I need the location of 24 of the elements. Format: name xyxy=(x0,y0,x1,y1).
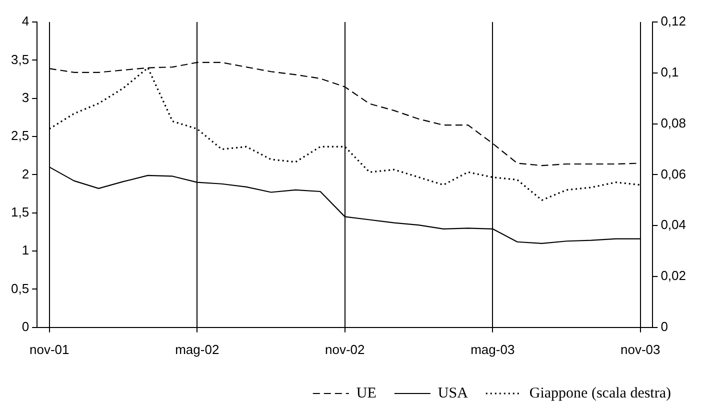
y2-tick-label: 0,04 xyxy=(660,217,686,232)
y-tick-label: 3 xyxy=(22,90,30,105)
y2-tick-label: 0,06 xyxy=(660,166,686,182)
y2-tick-label: 0,1 xyxy=(660,64,679,80)
y2-tick-label: 0 xyxy=(660,318,668,334)
y-tick-label: 2,5 xyxy=(10,128,30,144)
x-tick-label: mag-02 xyxy=(175,342,220,357)
x-tick-label: nov-03 xyxy=(620,342,660,357)
x-tick-label: mag-03 xyxy=(470,342,515,357)
y-tick-label: 2 xyxy=(22,166,30,182)
y2-tick-label: 0,02 xyxy=(660,268,686,284)
legend-label: USA xyxy=(438,385,468,402)
x-tick-label: nov-01 xyxy=(30,342,70,357)
y2-tick-label: 0,08 xyxy=(660,115,686,130)
y-tick-label: 1 xyxy=(22,242,30,258)
x-tick-label: nov-02 xyxy=(325,342,365,357)
y-tick-label: 0 xyxy=(22,318,30,334)
y-tick-label: 0,5 xyxy=(10,280,30,296)
legend-label: UE xyxy=(356,385,376,402)
y2-tick-label: 0,12 xyxy=(660,14,686,29)
legend-label: Giappone (scala destra) xyxy=(529,385,672,402)
y-tick-label: 4 xyxy=(22,14,30,29)
y-tick-label: 3,5 xyxy=(10,52,30,67)
y-tick-label: 1,5 xyxy=(10,204,30,220)
